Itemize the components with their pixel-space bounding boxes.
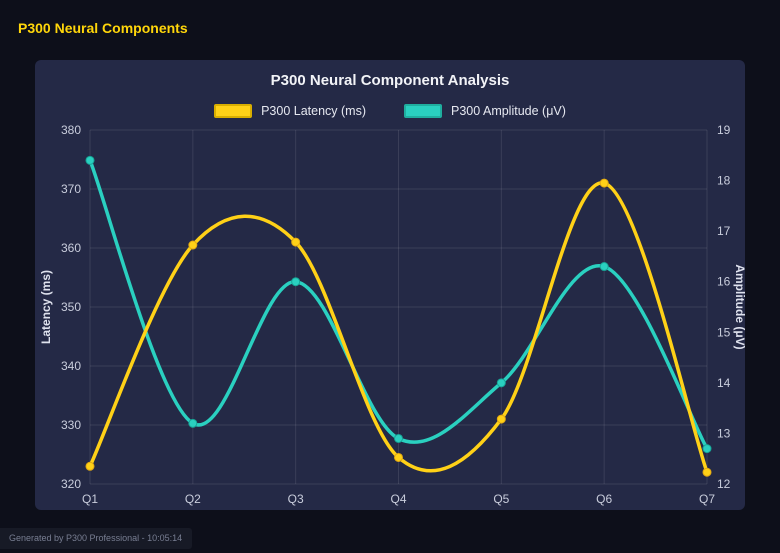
svg-text:17: 17 bbox=[717, 224, 731, 238]
legend-label-amplitude: P300 Amplitude (μV) bbox=[451, 104, 566, 118]
legend-swatch-latency bbox=[214, 104, 253, 118]
svg-text:380: 380 bbox=[61, 123, 81, 137]
footer-note: Generated by P300 Professional - 10:05:1… bbox=[0, 528, 193, 549]
svg-text:Q2: Q2 bbox=[185, 492, 201, 506]
svg-text:Q6: Q6 bbox=[596, 492, 612, 506]
legend-item-amplitude[interactable]: P300 Amplitude (μV) bbox=[404, 104, 566, 118]
legend-swatch-amplitude bbox=[404, 104, 442, 118]
svg-text:350: 350 bbox=[61, 300, 81, 314]
svg-text:Q4: Q4 bbox=[390, 492, 406, 506]
svg-text:Amplitude (μV): Amplitude (μV) bbox=[733, 264, 745, 349]
svg-text:330: 330 bbox=[61, 418, 81, 432]
svg-text:Latency (ms): Latency (ms) bbox=[39, 270, 53, 344]
svg-text:16: 16 bbox=[717, 275, 731, 289]
page-title: P300 Neural Components bbox=[18, 20, 188, 36]
svg-text:15: 15 bbox=[717, 325, 731, 339]
chart-legend: P300 Latency (ms) P300 Amplitude (μV) bbox=[35, 104, 745, 118]
svg-text:320: 320 bbox=[61, 477, 81, 491]
chart-title: P300 Neural Component Analysis bbox=[270, 72, 510, 89]
svg-text:19: 19 bbox=[717, 123, 731, 137]
svg-text:370: 370 bbox=[61, 182, 81, 196]
svg-text:360: 360 bbox=[61, 241, 81, 255]
svg-text:340: 340 bbox=[61, 359, 81, 373]
svg-text:12: 12 bbox=[717, 477, 731, 491]
svg-text:Q1: Q1 bbox=[82, 492, 98, 506]
legend-item-latency[interactable]: P300 Latency (ms) bbox=[214, 104, 366, 118]
svg-text:14: 14 bbox=[717, 376, 731, 390]
svg-text:18: 18 bbox=[717, 174, 731, 188]
svg-text:Q5: Q5 bbox=[493, 492, 509, 506]
chart-panel: 320 330 340 350 360 370 380 12 13 14 15 16 17 18 19 Q1 Q… bbox=[35, 60, 745, 510]
svg-text:13: 13 bbox=[717, 426, 731, 440]
line-chart: 320 330 340 350 360 370 380 12 13 14 15 16 17 18 19 Q1 Q… bbox=[39, 123, 745, 506]
legend-label-latency: P300 Latency (ms) bbox=[261, 104, 366, 118]
svg-text:Q3: Q3 bbox=[288, 492, 304, 506]
svg-text:Q7: Q7 bbox=[699, 492, 715, 506]
